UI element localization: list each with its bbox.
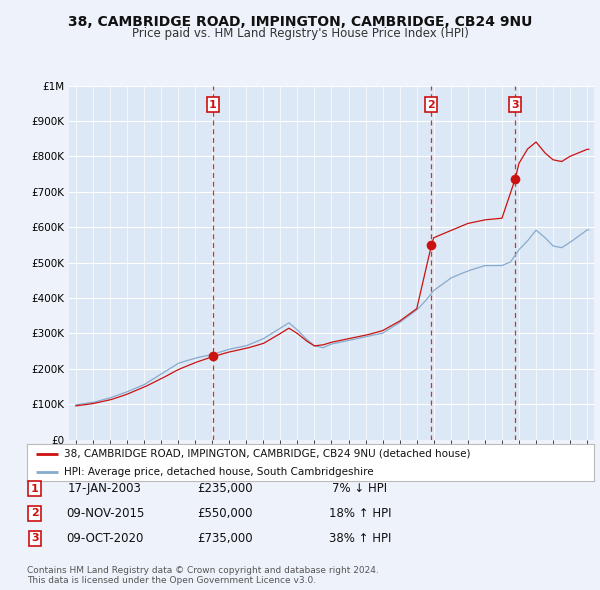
Text: 1: 1 xyxy=(31,484,38,493)
Text: £235,000: £235,000 xyxy=(197,482,253,495)
Text: 38% ↑ HPI: 38% ↑ HPI xyxy=(329,532,391,545)
Text: 18% ↑ HPI: 18% ↑ HPI xyxy=(329,507,391,520)
Text: 7% ↓ HPI: 7% ↓ HPI xyxy=(332,482,388,495)
Text: 1: 1 xyxy=(209,100,217,110)
Text: 2: 2 xyxy=(31,509,38,518)
Text: £735,000: £735,000 xyxy=(197,532,253,545)
Text: 09-NOV-2015: 09-NOV-2015 xyxy=(66,507,144,520)
Text: Price paid vs. HM Land Registry's House Price Index (HPI): Price paid vs. HM Land Registry's House … xyxy=(131,27,469,40)
Text: 2: 2 xyxy=(428,100,435,110)
Text: 38, CAMBRIDGE ROAD, IMPINGTON, CAMBRIDGE, CB24 9NU: 38, CAMBRIDGE ROAD, IMPINGTON, CAMBRIDGE… xyxy=(68,15,532,29)
Text: HPI: Average price, detached house, South Cambridgeshire: HPI: Average price, detached house, Sout… xyxy=(64,467,373,477)
Text: 38, CAMBRIDGE ROAD, IMPINGTON, CAMBRIDGE, CB24 9NU (detached house): 38, CAMBRIDGE ROAD, IMPINGTON, CAMBRIDGE… xyxy=(64,449,470,458)
Text: 09-OCT-2020: 09-OCT-2020 xyxy=(67,532,143,545)
Text: Contains HM Land Registry data © Crown copyright and database right 2024.
This d: Contains HM Land Registry data © Crown c… xyxy=(27,566,379,585)
Text: 3: 3 xyxy=(511,100,519,110)
Text: £550,000: £550,000 xyxy=(197,507,253,520)
Text: 17-JAN-2003: 17-JAN-2003 xyxy=(68,482,142,495)
Text: 3: 3 xyxy=(31,533,38,543)
